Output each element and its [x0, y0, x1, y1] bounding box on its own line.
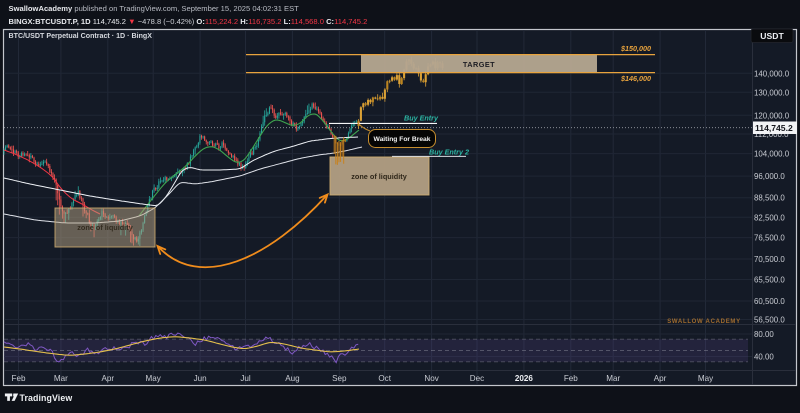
- svg-text:TradingView: TradingView: [20, 393, 73, 403]
- svg-text:Apr: Apr: [654, 374, 667, 383]
- svg-text:70,500.0: 70,500.0: [754, 255, 785, 264]
- svg-text:82,500.0: 82,500.0: [754, 213, 785, 222]
- svg-text:40.00: 40.00: [754, 353, 774, 362]
- svg-text:Buy Entry 2: Buy Entry 2: [429, 148, 469, 157]
- svg-text:BINGX:BTCUSDT.P, 1D 114,745.2: BINGX:BTCUSDT.P, 1D 114,745.2 ▼ −478.8 (…: [9, 17, 368, 26]
- svg-text:BTC/USDT Perpetual Contract ·: BTC/USDT Perpetual Contract · 1D · BingX: [9, 32, 153, 40]
- svg-text:zone of liquidity: zone of liquidity: [351, 172, 407, 181]
- svg-text:Jul: Jul: [240, 374, 251, 383]
- svg-text:104,000.0: 104,000.0: [754, 150, 790, 159]
- svg-text:SWALLOW ACADEMY: SWALLOW ACADEMY: [667, 319, 741, 325]
- svg-text:$150,000: $150,000: [620, 44, 651, 53]
- svg-text:Mar: Mar: [606, 374, 620, 383]
- svg-text:May: May: [146, 374, 162, 383]
- svg-text:SwallowAcademy published on Tr: SwallowAcademy published on TradingView.…: [9, 4, 300, 13]
- svg-text:2026: 2026: [515, 374, 534, 383]
- svg-text:TARGET: TARGET: [463, 60, 495, 69]
- svg-text:60,500.0: 60,500.0: [754, 297, 785, 306]
- svg-text:Waiting For Break: Waiting For Break: [374, 136, 431, 143]
- svg-text:May: May: [698, 374, 714, 383]
- svg-text:80.00: 80.00: [754, 330, 774, 339]
- svg-text:76,500.0: 76,500.0: [754, 234, 785, 243]
- svg-text:130,000.0: 130,000.0: [754, 88, 790, 97]
- svg-text:88,500.0: 88,500.0: [754, 194, 785, 203]
- svg-text:120,000.0: 120,000.0: [754, 111, 790, 120]
- svg-text:Feb: Feb: [12, 374, 26, 383]
- svg-text:Buy Entry: Buy Entry: [404, 114, 439, 123]
- svg-text:Sep: Sep: [332, 374, 347, 383]
- svg-text:zone of liquidity: zone of liquidity: [77, 223, 133, 232]
- svg-text:Feb: Feb: [564, 374, 578, 383]
- svg-text:112,000.0: 112,000.0: [754, 130, 789, 139]
- svg-text:65,500.0: 65,500.0: [754, 276, 785, 285]
- svg-text:Aug: Aug: [285, 374, 299, 383]
- svg-text:Nov: Nov: [424, 374, 439, 383]
- svg-text:USDT: USDT: [760, 31, 784, 41]
- svg-text:Jun: Jun: [194, 374, 207, 383]
- svg-text:Mar: Mar: [54, 374, 68, 383]
- svg-text:Dec: Dec: [470, 374, 484, 383]
- svg-text:114,745.2: 114,745.2: [755, 123, 793, 133]
- svg-text:140,000.0: 140,000.0: [754, 69, 790, 78]
- svg-text:96,000.0: 96,000.0: [754, 172, 785, 181]
- svg-text:Apr: Apr: [101, 374, 114, 383]
- svg-text:56,500.0: 56,500.0: [754, 316, 785, 325]
- svg-text:Oct: Oct: [378, 374, 391, 383]
- svg-text:$146,000: $146,000: [620, 74, 651, 83]
